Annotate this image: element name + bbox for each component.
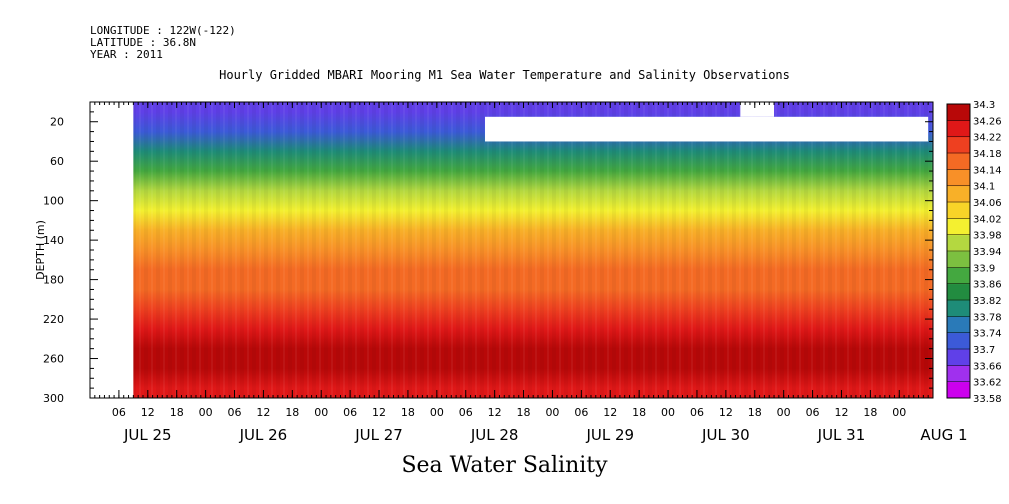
colorbar-swatch <box>947 120 970 138</box>
x-day-label: AUG 1 <box>920 426 967 444</box>
x-hour-label: 18 <box>285 406 299 419</box>
y-tick-label: 300 <box>43 392 64 405</box>
y-axis-label: DEPTH (m) <box>34 220 47 280</box>
x-hour-label: 06 <box>112 406 126 419</box>
x-day-label: JUL 29 <box>585 426 634 444</box>
colorbar-swatch <box>947 218 970 236</box>
salinity-texture <box>90 102 933 398</box>
latitude-label: LATITUDE : 36.8N <box>90 36 196 49</box>
bottom-title: Sea Water Salinity <box>401 453 608 478</box>
colorbar-label: 33.74 <box>973 329 1002 340</box>
x-day-label: JUL 27 <box>354 426 403 444</box>
missing-data-region <box>485 116 929 142</box>
colorbar-label: 33.98 <box>973 231 1002 242</box>
colorbar-swatch <box>947 283 970 301</box>
colorbar-swatch <box>947 234 970 252</box>
x-hour-label: 06 <box>459 406 473 419</box>
x-hour-label: 12 <box>372 406 386 419</box>
axes: 20 60 100 140 180 220 260 300 DEPTH (m) 06 12 18 00 0… <box>34 101 968 444</box>
colorbar-swatch <box>947 316 970 334</box>
colorbar-swatch <box>947 185 970 203</box>
year-label: YEAR : 2011 <box>90 48 163 61</box>
y-tick-label: 140 <box>43 234 64 247</box>
y-tick-label: 260 <box>43 353 64 366</box>
chart-title: Hourly Gridded MBARI Mooring M1 Sea Wate… <box>219 68 790 82</box>
x-day-label: JUL 31 <box>817 426 866 444</box>
x-hour-label: 18 <box>748 406 762 419</box>
x-day-label: JUL 30 <box>701 426 750 444</box>
colorbar-label: 34.1 <box>973 182 995 193</box>
x-hour-label: 12 <box>834 406 848 419</box>
y-tick-label: 60 <box>50 155 64 168</box>
colorbar-swatch <box>947 332 970 350</box>
x-hour-label: 00 <box>777 406 791 419</box>
colorbar-label: 34.3 <box>973 100 995 111</box>
colorbar-swatch <box>947 349 970 366</box>
x-hour-label: 18 <box>863 406 877 419</box>
x-hour-label: 00 <box>892 406 906 419</box>
missing-data-region <box>740 102 775 117</box>
x-day-label: JUL 25 <box>123 426 172 444</box>
colorbar-label: 33.78 <box>973 312 1002 323</box>
colorbar-swatch <box>947 267 970 285</box>
x-hour-label: 12 <box>719 406 733 419</box>
missing-data-regions <box>90 102 929 398</box>
x-hour-label: 18 <box>401 406 415 419</box>
y-tick-label: 100 <box>43 195 64 208</box>
x-day-label: JUL 28 <box>470 426 519 444</box>
x-hour-label: 12 <box>256 406 270 419</box>
x-hour-label: 00 <box>314 406 328 419</box>
x-hour-label: 12 <box>141 406 155 419</box>
x-hour-label: 18 <box>632 406 646 419</box>
colorbar-swatch <box>947 381 970 399</box>
colorbar-label: 34.02 <box>973 214 1002 225</box>
colorbar-swatch <box>947 169 970 187</box>
colorbar-label: 33.58 <box>973 394 1002 405</box>
y-tick-label: 20 <box>50 116 64 129</box>
colorbar-label: 33.82 <box>973 296 1002 307</box>
x-hour-label: 12 <box>488 406 502 419</box>
colorbar-swatch <box>947 202 970 219</box>
x-hour-label: 00 <box>199 406 213 419</box>
x-hour-label: 06 <box>806 406 820 419</box>
y-tick-label: 180 <box>43 274 64 287</box>
colorbar-label: 34.26 <box>973 116 1002 127</box>
colorbar-label: 33.86 <box>973 280 1002 291</box>
colorbar-swatch <box>947 104 970 121</box>
x-hour-label: 00 <box>545 406 559 419</box>
missing-data-region <box>90 102 134 398</box>
colorbar-label: 34.06 <box>973 198 1002 209</box>
x-day-label: JUL 26 <box>239 426 288 444</box>
colorbar-label: 33.7 <box>973 345 995 356</box>
colorbar-label: 33.62 <box>973 378 1002 389</box>
x-hour-label: 00 <box>430 406 444 419</box>
colorbar-swatch <box>947 300 970 317</box>
colorbar-swatch <box>947 153 970 170</box>
colorbar-swatch <box>947 365 970 383</box>
colorbar-label: 34.14 <box>973 165 1002 176</box>
plot-area <box>90 102 933 398</box>
colorbar-label: 34.22 <box>973 133 1002 144</box>
colorbar-label: 33.94 <box>973 247 1002 258</box>
x-hour-label: 06 <box>228 406 242 419</box>
x-hour-label: 06 <box>690 406 704 419</box>
colorbar-label: 34.18 <box>973 149 1002 160</box>
x-hour-label: 12 <box>603 406 617 419</box>
x-hour-label: 18 <box>517 406 531 419</box>
colorbar-swatch <box>947 251 970 268</box>
y-tick-label: 220 <box>43 313 64 326</box>
x-hour-label: 00 <box>661 406 675 419</box>
x-hour-label: 18 <box>170 406 184 419</box>
longitude-label: LONGITUDE : 122W(-122) <box>90 24 236 37</box>
colorbar-swatch <box>947 136 970 154</box>
colorbar: 34.3 34.26 34.22 34.18 34.14 34.1 34.06 34.02 33… <box>946 100 1002 405</box>
x-hour-label: 06 <box>574 406 588 419</box>
x-hour-label: 06 <box>343 406 357 419</box>
colorbar-label: 33.9 <box>973 263 995 274</box>
colorbar-label: 33.66 <box>973 361 1002 372</box>
